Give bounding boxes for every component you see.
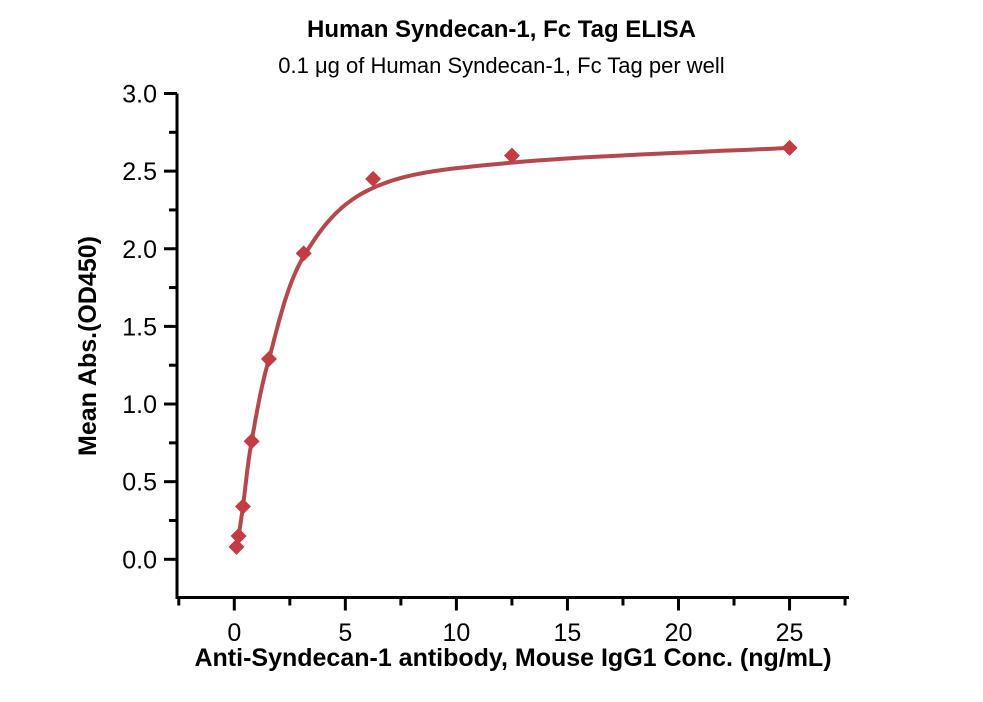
fit-curve (234, 145, 792, 549)
data-point-marker (230, 528, 247, 545)
y-tick-label: 1.5 (122, 313, 157, 341)
x-axis-title: Anti-Syndecan-1 antibody, Mouse IgG1 Con… (194, 644, 832, 672)
data-point-marker (365, 170, 382, 187)
x-tick-label: 5 (338, 619, 352, 647)
data-point-marker (228, 538, 245, 555)
chart-title: Human Syndecan-1, Fc Tag ELISA (307, 16, 696, 43)
data-point-marker (243, 433, 260, 450)
y-tick-label: 0.5 (122, 469, 157, 497)
x-tick-label: 0 (227, 619, 241, 647)
y-tick-label: 2.0 (122, 236, 157, 264)
data-point-marker (781, 139, 798, 156)
y-tick-label: 1.0 (122, 391, 157, 419)
y-tick-label: 2.5 (122, 158, 157, 186)
x-tick-label: 20 (665, 619, 693, 647)
data-point-marker (295, 245, 312, 262)
data-point-marker (234, 498, 251, 515)
data-point-marker (503, 147, 520, 164)
x-tick-label: 25 (776, 619, 804, 647)
data-point-marker (260, 351, 277, 368)
chart-subtitle: 0.1 μg of Human Syndecan-1, Fc Tag per w… (278, 53, 725, 78)
y-tick-label: 0.0 (122, 546, 157, 574)
x-tick-label: 15 (554, 619, 582, 647)
x-tick-label: 10 (442, 619, 470, 647)
y-tick-label: 3.0 (122, 80, 157, 108)
